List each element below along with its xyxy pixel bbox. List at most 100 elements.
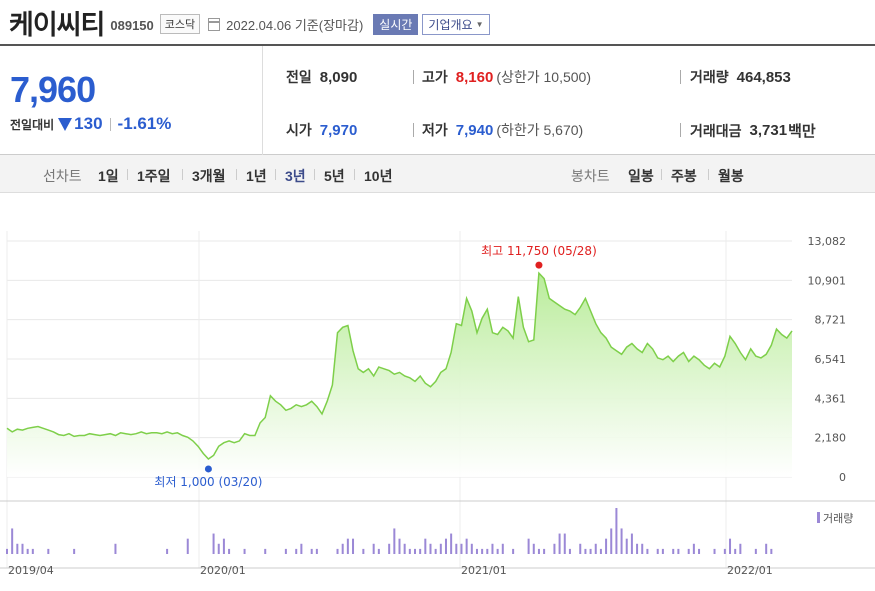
y-tick-label: 0 bbox=[839, 471, 846, 484]
volume-bar bbox=[284, 548, 287, 554]
current-price: 7,960 bbox=[10, 69, 96, 110]
volume-bar bbox=[605, 538, 608, 554]
volume-label: 거래량 bbox=[690, 69, 729, 85]
chevron-down-icon: ▼ bbox=[475, 19, 484, 29]
upper-limit: (상한가 10,500) bbox=[496, 69, 591, 85]
tab-5y[interactable]: 5년 bbox=[324, 168, 345, 184]
divider bbox=[275, 169, 276, 180]
realtime-button[interactable]: 실시간 bbox=[373, 13, 419, 35]
volume-bar bbox=[16, 543, 19, 554]
volume-bar bbox=[770, 548, 773, 554]
volume-bar bbox=[656, 548, 659, 554]
volume-bar bbox=[630, 533, 633, 554]
change-label: 전일대비 bbox=[10, 117, 55, 132]
y-tick-label: 4,361 bbox=[815, 392, 847, 405]
candle-chart-label: 봉차트 bbox=[571, 168, 610, 184]
low-label: 저가 bbox=[422, 122, 448, 138]
tab-10y[interactable]: 10년 bbox=[364, 168, 393, 184]
volume-bar bbox=[212, 533, 215, 554]
volume-bar bbox=[434, 548, 437, 554]
volume-bar bbox=[419, 548, 422, 554]
volume-bar bbox=[475, 548, 478, 554]
low-price: 저가 7,940 (하한가 5,670) bbox=[422, 120, 583, 140]
prev-close-value: 8,090 bbox=[319, 68, 358, 86]
amount-unit: 백만 bbox=[788, 123, 816, 140]
price-area bbox=[7, 273, 792, 477]
volume-bar bbox=[377, 548, 380, 554]
tab-1w[interactable]: 1주일 bbox=[137, 168, 171, 184]
volume-bar bbox=[512, 548, 515, 554]
volume-bar bbox=[537, 548, 540, 554]
high-label: 고가 bbox=[422, 69, 448, 85]
tab-1y[interactable]: 1년 bbox=[246, 168, 267, 184]
tab-3y[interactable]: 3년 bbox=[285, 168, 306, 184]
quote-date: 2022.04.06 기준(장마감) bbox=[226, 17, 364, 33]
price-box: 7,960 전일대비 130 -1.61% bbox=[0, 46, 263, 155]
company-overview-dropdown[interactable]: 기업개요 ▼ bbox=[422, 13, 490, 35]
tab-monthly[interactable]: 월봉 bbox=[718, 168, 744, 184]
volume-bar bbox=[723, 548, 726, 554]
divider bbox=[708, 169, 709, 180]
divider bbox=[680, 123, 681, 137]
volume-bar bbox=[393, 528, 396, 554]
volume-bar bbox=[310, 548, 313, 554]
volume-bar bbox=[413, 548, 416, 554]
volume-bar bbox=[739, 543, 742, 554]
volume-bar bbox=[687, 548, 690, 554]
divider bbox=[127, 169, 128, 180]
amount-value: 3,731 bbox=[749, 122, 788, 139]
calendar-icon bbox=[208, 17, 221, 31]
volume-bar bbox=[615, 508, 618, 554]
high-marker bbox=[535, 261, 543, 269]
divider bbox=[413, 70, 414, 84]
volume-bar bbox=[579, 543, 582, 554]
high-annotation: 최고 11,750 (05/28) bbox=[481, 244, 597, 258]
volume-bar bbox=[677, 548, 680, 554]
volume-bar bbox=[527, 538, 530, 554]
x-tick-label: 2020/01 bbox=[200, 564, 246, 577]
volume-legend: 거래량 bbox=[823, 512, 853, 525]
prev-close: 전일 8,090 bbox=[286, 67, 357, 87]
volume-bar bbox=[754, 548, 757, 554]
volume-bar bbox=[11, 528, 14, 554]
down-triangle-icon bbox=[58, 117, 73, 131]
volume-value: 464,853 bbox=[736, 68, 791, 86]
volume-bar bbox=[729, 538, 732, 554]
volume-bar bbox=[6, 548, 8, 554]
volume-bar bbox=[217, 543, 220, 554]
change-value: 130 bbox=[74, 114, 103, 133]
volume-legend-swatch bbox=[817, 512, 820, 523]
volume-bar bbox=[496, 548, 499, 554]
volume-bars bbox=[6, 508, 773, 554]
y-tick-label: 6,541 bbox=[815, 353, 847, 366]
volume-bar bbox=[713, 548, 716, 554]
volume-bar bbox=[450, 533, 453, 554]
volume-bar bbox=[388, 543, 391, 554]
volume-bar bbox=[501, 543, 504, 554]
volume-bar bbox=[470, 543, 473, 554]
divider bbox=[236, 169, 237, 180]
tab-weekly[interactable]: 주봉 bbox=[671, 168, 697, 184]
x-tick-label: 2019/04 bbox=[8, 564, 54, 577]
tab-1d[interactable]: 1일 bbox=[98, 168, 119, 184]
volume-bar bbox=[73, 548, 76, 554]
volume-bar bbox=[186, 538, 189, 554]
volume-bar bbox=[295, 548, 298, 554]
x-tick-label: 2022/01 bbox=[727, 564, 773, 577]
volume-bar bbox=[47, 548, 50, 554]
open-price: 시가 7,970 bbox=[286, 120, 357, 140]
volume-bar bbox=[486, 548, 489, 554]
volume-bar bbox=[264, 548, 267, 554]
volume-bar bbox=[460, 543, 463, 554]
divider bbox=[661, 169, 662, 180]
trade-amount: 거래대금 3,731 백만 bbox=[690, 120, 816, 141]
volume-bar bbox=[491, 543, 494, 554]
tab-daily[interactable]: 일봉 bbox=[628, 168, 654, 184]
lower-limit: (하한가 5,670) bbox=[496, 122, 584, 138]
volume-bar bbox=[372, 543, 375, 554]
volume-bar bbox=[352, 538, 355, 554]
x-axis: 2019/04 2020/01 2021/01 2022/01 bbox=[8, 564, 773, 577]
tab-3m[interactable]: 3개월 bbox=[192, 168, 226, 184]
volume-bar bbox=[692, 543, 695, 554]
low-marker bbox=[204, 465, 212, 473]
